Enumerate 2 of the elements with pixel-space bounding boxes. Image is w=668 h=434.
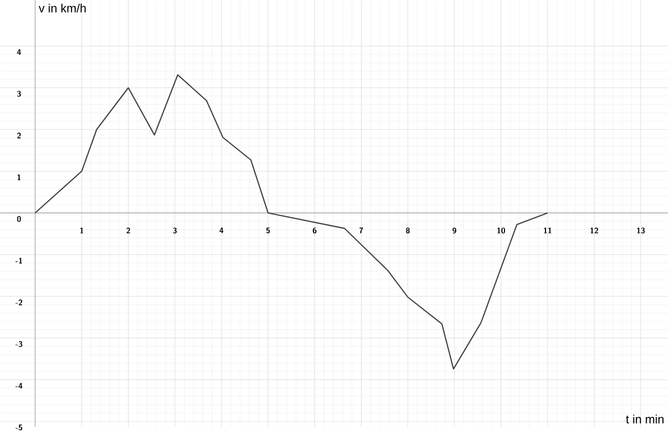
- y-axis-title: v in km/h: [38, 4, 86, 13]
- x-axis-title: t in min: [626, 414, 664, 424]
